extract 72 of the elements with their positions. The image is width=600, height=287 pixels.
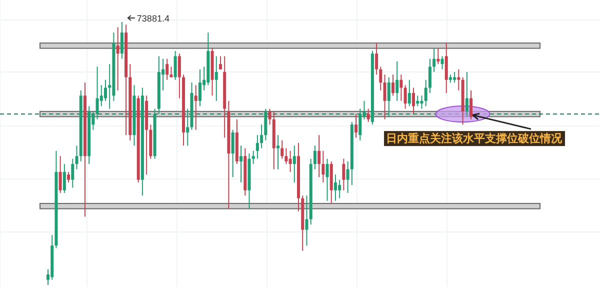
candlestick <box>92 110 95 130</box>
candlestick <box>256 134 259 160</box>
candlestick <box>288 150 292 172</box>
candlestick <box>62 164 66 194</box>
candlestick <box>174 50 177 80</box>
candlestick <box>104 79 107 102</box>
candlestick <box>322 150 325 183</box>
candlestick <box>326 158 329 202</box>
candlestick <box>284 148 288 165</box>
annotation: 73881.4 <box>136 14 170 24</box>
candlestick <box>362 100 366 120</box>
candlestick <box>178 53 181 99</box>
candlestick <box>342 158 346 191</box>
candlestick <box>436 48 440 65</box>
candlestick <box>358 108 362 141</box>
candlestick <box>470 90 472 120</box>
candlestick <box>231 129 234 178</box>
candlestick <box>424 79 428 107</box>
candlestick <box>120 22 124 60</box>
candlestick <box>252 150 255 165</box>
candlestick <box>366 108 370 122</box>
candlestick <box>457 68 460 91</box>
candlestick <box>108 64 112 110</box>
candlestick <box>465 71 468 118</box>
candlestick <box>292 145 296 183</box>
candlestick <box>379 66 382 91</box>
candlestick <box>428 58 432 94</box>
candlestick <box>420 95 424 110</box>
candlestick <box>412 87 416 115</box>
candlestick <box>276 134 280 170</box>
candlestick <box>440 56 444 70</box>
candlestick <box>240 145 243 183</box>
candlestick <box>313 145 316 170</box>
candlestick <box>116 26 120 91</box>
candlestick <box>280 140 284 160</box>
candlestick <box>396 60 399 102</box>
candlestick <box>202 66 206 91</box>
candlestick <box>67 171 70 183</box>
annotation: 日内重点关注该水平支撑位破位情况 <box>386 133 562 146</box>
candlestick <box>264 108 268 141</box>
candlestick <box>444 42 448 94</box>
candlestick <box>198 68 202 107</box>
candlestick <box>391 74 394 96</box>
candlestick <box>400 74 403 102</box>
candlestick <box>161 58 164 91</box>
candlestick <box>218 56 222 70</box>
candlestick <box>268 108 272 126</box>
candlestick <box>453 71 456 83</box>
candlestick <box>194 84 198 130</box>
candlestick <box>260 124 264 149</box>
candlestick <box>75 145 78 170</box>
candlestick <box>383 74 386 120</box>
candlestick <box>416 95 420 107</box>
candlestick <box>305 195 308 246</box>
candlestick <box>166 58 169 80</box>
candlestick <box>404 84 407 110</box>
candlestick <box>387 76 390 118</box>
candlestick <box>408 79 411 107</box>
candlestick <box>375 42 378 76</box>
candlestick <box>354 114 358 138</box>
candlestick <box>186 108 190 146</box>
candlestick <box>346 160 350 194</box>
candlestick <box>338 179 342 199</box>
candlestick <box>318 134 321 178</box>
candlestick <box>100 84 103 107</box>
candlestick <box>71 158 74 188</box>
candlestick <box>96 66 99 120</box>
candlestick <box>334 174 337 202</box>
candlestick <box>58 156 62 194</box>
candlestick <box>214 56 218 102</box>
candlestick <box>46 268 50 286</box>
candlestick <box>432 48 436 72</box>
